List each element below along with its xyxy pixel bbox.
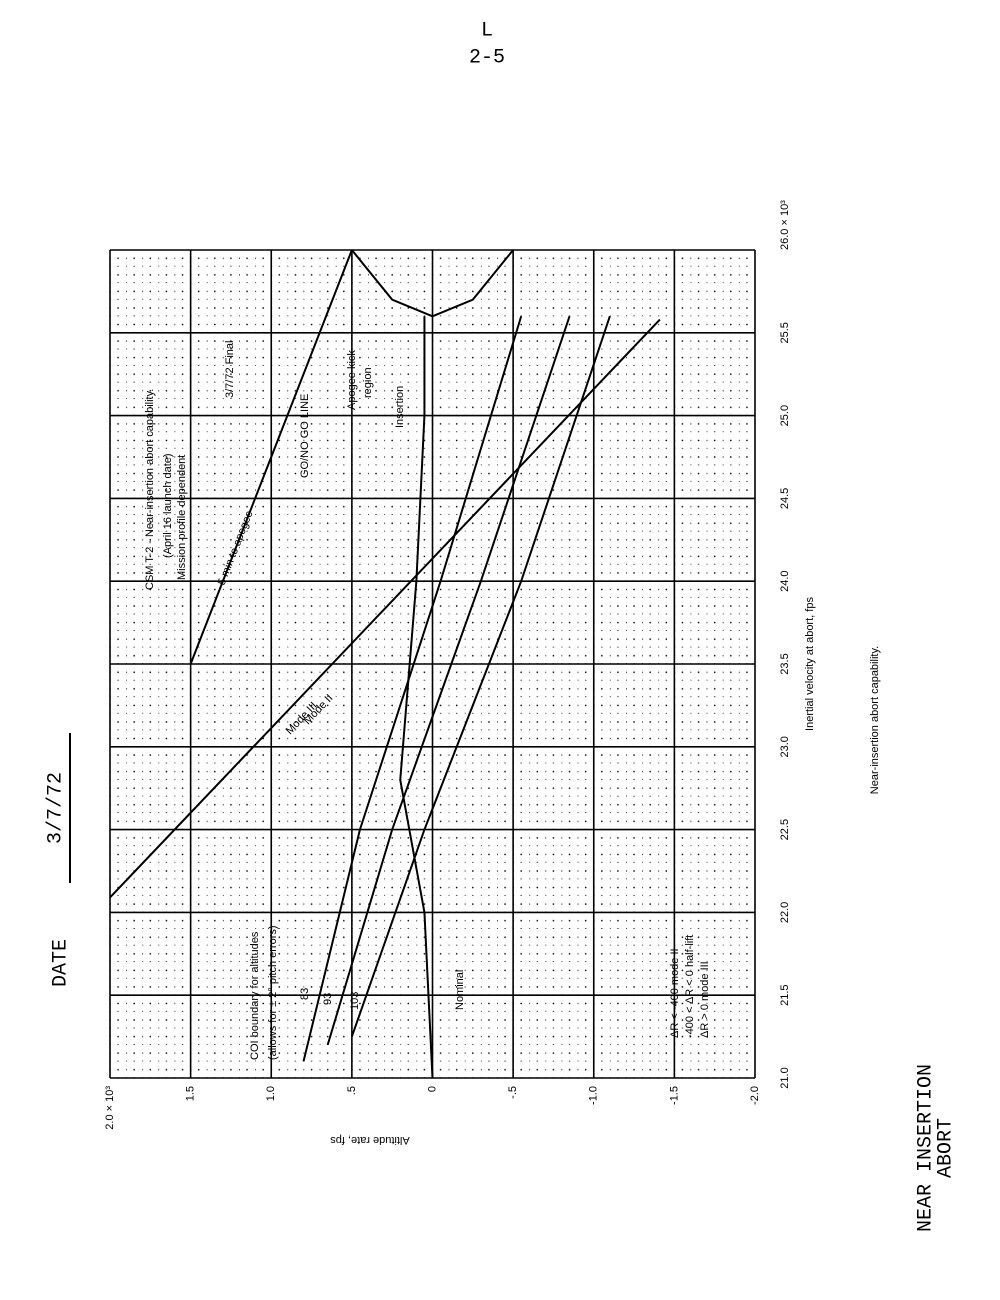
series-line [189, 249, 353, 665]
annotation: Mission profile dependent [176, 455, 188, 580]
date-label: DATE [49, 939, 72, 987]
x-tick-label: 23.5 [779, 653, 791, 674]
y-tick-label: 1.5 [185, 1086, 197, 1101]
y-tick-label: 1.0 [265, 1086, 277, 1101]
annotation: region [362, 367, 374, 398]
y-tick-label: -1.5 [668, 1086, 680, 1105]
page-number: 2-5 [469, 46, 505, 69]
annotation: (allows for ± 2° pitch errors) [267, 925, 279, 1060]
x-tick-label: 22.0 [779, 902, 791, 923]
series-label: GO/NO GO LINE [299, 394, 311, 478]
annotation: -400 < ΔR < 0 half-lift [684, 935, 696, 1038]
series-label: 83 [299, 988, 311, 1000]
caption: Near-insertion abort capability. [869, 646, 881, 794]
x-tick-label: 24.5 [779, 488, 791, 509]
x-axis-label: Inertial velocity at abort, fps [804, 597, 816, 731]
x-tick-label: 21.0 [779, 1067, 791, 1088]
y-tick-label: -.5 [507, 1086, 519, 1099]
series-line [326, 315, 571, 1046]
series-line [302, 315, 523, 1062]
x-tick-label: 26.0 × 10³ [779, 200, 791, 250]
series-line [351, 249, 514, 318]
series-line [399, 316, 434, 1079]
series-line [109, 318, 661, 899]
annotation: ΔR < -400 mode II [669, 948, 681, 1038]
annotation: CSM T-2 - Near-insertion abort capabilit… [144, 389, 156, 590]
y-axis-label: Altitude rate, fps [330, 1134, 410, 1146]
x-tick-label: 21.5 [779, 984, 791, 1005]
annotation: Insertion [394, 386, 406, 428]
annotation: COI boundary for altitudes [249, 931, 261, 1060]
section-title: ABORT [934, 1118, 957, 1178]
y-tick-label: -2.0 [749, 1086, 761, 1105]
x-tick-label: 22.5 [779, 819, 791, 840]
date-value: 3/7/72 [44, 772, 67, 844]
y-tick-label: -1.0 [588, 1086, 600, 1105]
chart: DATE 3/7/72 Near-insertion abort capabil… [44, 200, 957, 1232]
x-tick-label: 25.0 [779, 405, 791, 426]
section-title: NEAR INSERTION [914, 1064, 937, 1232]
y-tick-label: 0 [426, 1086, 438, 1092]
page-letter: L [481, 19, 493, 42]
annotation: ΔR > 0 mode III [699, 961, 711, 1038]
x-tick-label: 24.0 [779, 570, 791, 591]
annotation: Apogee kick [346, 350, 358, 410]
y-tick-label: .5 [346, 1086, 358, 1095]
y-tick-label: 2.0 × 10³ [104, 1086, 116, 1130]
series-label: Nominal [454, 970, 466, 1010]
annotation: (April 16 launch date) [162, 453, 174, 558]
series-label: 103 [349, 992, 361, 1010]
series-line [350, 315, 611, 1037]
series-label: 93 [322, 993, 334, 1005]
annotation: 3/7/72 Final [224, 341, 236, 398]
x-tick-label: 23.0 [779, 736, 791, 757]
x-tick-label: 25.5 [779, 322, 791, 343]
